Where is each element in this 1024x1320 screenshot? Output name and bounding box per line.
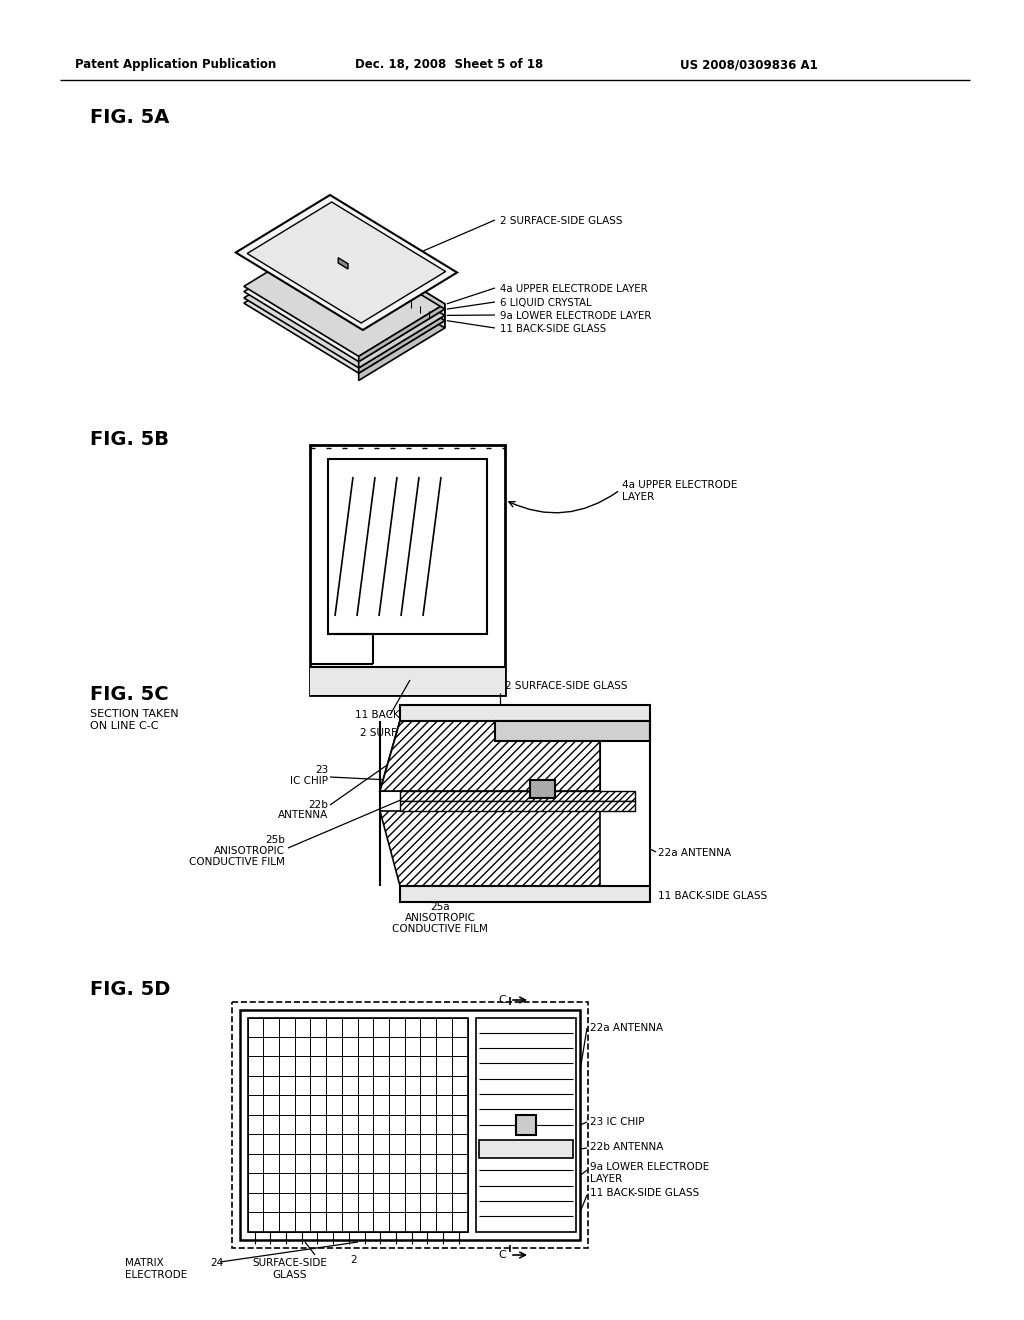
Text: 25b: 25b [265, 836, 285, 845]
Text: ANISOTROPIC: ANISOTROPIC [404, 913, 475, 923]
Text: SECTION TAKEN
ON LINE C-C: SECTION TAKEN ON LINE C-C [90, 709, 178, 730]
Polygon shape [338, 257, 348, 269]
Polygon shape [247, 202, 445, 323]
Text: 24: 24 [210, 1258, 223, 1269]
Polygon shape [244, 239, 444, 362]
Text: CONDUCTIVE FILM: CONDUCTIVE FILM [189, 857, 285, 867]
Bar [310, 667, 505, 696]
Polygon shape [358, 309, 444, 368]
Polygon shape [330, 251, 444, 327]
Text: 9a LOWER ELECTRODE
LAYER: 9a LOWER ELECTRODE LAYER [590, 1162, 710, 1184]
Polygon shape [244, 251, 444, 374]
Bar [530, 780, 555, 799]
Text: 6 LIQUID CRYSTAL: 6 LIQUID CRYSTAL [500, 298, 592, 308]
Bar [516, 1115, 536, 1135]
Text: 22b ANTENNA: 22b ANTENNA [590, 1142, 664, 1152]
Text: 22a ANTENNA: 22a ANTENNA [658, 847, 731, 858]
Bar [400, 886, 650, 902]
Bar [328, 459, 487, 634]
Text: 2 SURFACE-SIDE GLASS: 2 SURFACE-SIDE GLASS [500, 216, 623, 226]
Text: 11 BACK-SIDE GLASS: 11 BACK-SIDE GLASS [658, 891, 767, 902]
Bar [400, 801, 635, 810]
Text: FIG. 5D: FIG. 5D [90, 979, 170, 999]
Bar [232, 1002, 588, 1247]
Text: IC CHIP: IC CHIP [290, 776, 328, 785]
Text: 23 IC CHIP: 23 IC CHIP [590, 1117, 644, 1127]
Text: 22b: 22b [308, 800, 328, 810]
Text: 11 BACK-SIDE GLASS: 11 BACK-SIDE GLASS [590, 1188, 699, 1199]
Polygon shape [380, 721, 600, 791]
Bar [495, 721, 650, 741]
Bar [310, 445, 505, 696]
Text: 22a ANTENNA: 22a ANTENNA [590, 1023, 664, 1034]
Text: ANISOTROPIC: ANISOTROPIC [214, 846, 285, 855]
Text: 13 SPACER: 13 SPACER [497, 717, 553, 727]
Text: 2: 2 [350, 1255, 356, 1265]
Text: C: C [498, 1250, 506, 1261]
Polygon shape [330, 246, 444, 321]
Text: Dec. 18, 2008  Sheet 5 of 18: Dec. 18, 2008 Sheet 5 of 18 [355, 58, 544, 71]
Polygon shape [244, 234, 444, 356]
Bar [479, 1140, 573, 1158]
Text: 11 BACK-SIDE GLASS: 11 BACK-SIDE GLASS [500, 323, 606, 334]
Text: ANTENNA: ANTENNA [278, 810, 328, 820]
Text: 2 SURFACE-SIDE GLASS: 2 SURFACE-SIDE GLASS [360, 729, 482, 738]
Text: SURFACE-SIDE
GLASS: SURFACE-SIDE GLASS [253, 1258, 328, 1279]
Bar [248, 1018, 468, 1232]
Text: 23: 23 [314, 766, 328, 775]
Polygon shape [358, 304, 444, 362]
Text: FIG. 5A: FIG. 5A [90, 108, 169, 127]
Text: 9a LOWER ELECTRODE LAYER: 9a LOWER ELECTRODE LAYER [500, 312, 651, 321]
Text: 4a UPPER ELECTRODE LAYER: 4a UPPER ELECTRODE LAYER [500, 284, 647, 294]
Text: MATRIX
ELECTRODE: MATRIX ELECTRODE [125, 1258, 187, 1279]
Bar [400, 705, 650, 721]
Text: CONDUCTIVE FILM: CONDUCTIVE FILM [392, 924, 488, 935]
Text: 4a UPPER ELECTRODE
LAYER: 4a UPPER ELECTRODE LAYER [622, 480, 737, 502]
Polygon shape [330, 234, 444, 309]
Bar [400, 791, 635, 801]
Polygon shape [380, 810, 600, 886]
Text: Patent Application Publication: Patent Application Publication [75, 58, 276, 71]
Text: US 2008/0309836 A1: US 2008/0309836 A1 [680, 58, 818, 71]
Text: 11 BACK-SIDE GLASS: 11 BACK-SIDE GLASS [355, 710, 464, 719]
Polygon shape [358, 315, 444, 374]
Text: FIG. 5B: FIG. 5B [90, 430, 169, 449]
Polygon shape [330, 239, 444, 315]
Polygon shape [380, 721, 600, 791]
Bar [476, 1018, 575, 1232]
Text: 25a: 25a [430, 902, 450, 912]
Bar [240, 1010, 580, 1239]
Text: 2 SURFACE-SIDE GLASS: 2 SURFACE-SIDE GLASS [505, 681, 628, 690]
Text: C: C [498, 995, 506, 1005]
Text: FIG. 5C: FIG. 5C [90, 685, 169, 704]
Polygon shape [358, 321, 444, 380]
Polygon shape [244, 246, 444, 368]
Polygon shape [236, 195, 457, 330]
